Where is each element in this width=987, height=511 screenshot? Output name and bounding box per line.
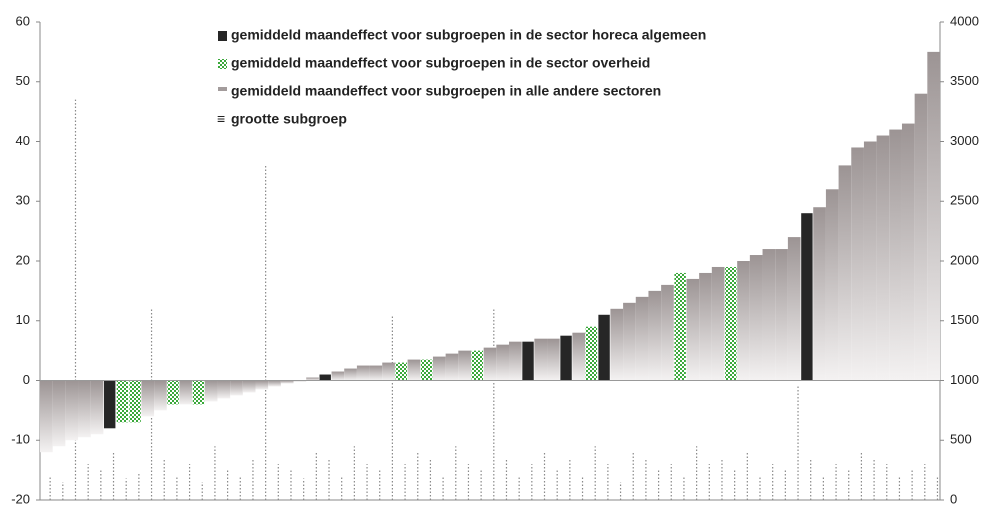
bar: [458, 350, 471, 381]
legend-label: gemiddeld maandeffect voor subgroepen in…: [231, 83, 661, 99]
y-tick-label: 20: [16, 252, 30, 267]
legend-marker: [218, 59, 227, 69]
y2-tick-label: 0: [950, 491, 957, 506]
legend-label: gemiddeld maandeffect voor subgroepen in…: [231, 27, 706, 43]
bar: [648, 290, 662, 381]
y-tick-label: -20: [11, 491, 30, 506]
bar: [522, 341, 534, 381]
bar: [813, 207, 826, 381]
legend-marker: ≡: [217, 111, 225, 127]
bar: [572, 332, 586, 381]
legend-marker: [218, 87, 227, 91]
bar: [598, 314, 610, 381]
y2-tick-label: 1000: [950, 372, 979, 387]
y-tick-label: 0: [23, 372, 30, 387]
y2-tick-label: 3500: [950, 73, 979, 88]
bar: [863, 141, 877, 381]
bar: [801, 213, 813, 381]
y2-tick-label: 1500: [950, 312, 979, 327]
bar: [838, 165, 852, 381]
y-tick-label: 10: [16, 312, 30, 327]
y2-tick-label: 3000: [950, 133, 979, 148]
bar: [711, 266, 725, 381]
bar: [369, 365, 383, 381]
bar: [661, 284, 674, 381]
bar: [344, 368, 357, 381]
bar: [775, 249, 788, 381]
bar: [356, 365, 370, 381]
y2-tick-label: 500: [950, 432, 972, 447]
bar: [762, 249, 776, 381]
bar: [78, 380, 91, 438]
bar: [737, 261, 750, 381]
bar: [635, 296, 649, 381]
bar: [623, 302, 636, 381]
bar: [268, 380, 281, 387]
bar: [65, 380, 79, 441]
bar: [230, 380, 243, 396]
bar: [445, 353, 459, 381]
bar: [382, 362, 395, 381]
bar: [674, 272, 686, 381]
bar: [192, 380, 205, 405]
bar: [699, 272, 712, 381]
bar: [901, 123, 915, 381]
bar: [141, 380, 155, 417]
bar: [509, 341, 522, 381]
bar: [104, 380, 116, 429]
bar: [471, 350, 484, 381]
bar: [927, 51, 940, 381]
bar: [787, 237, 801, 381]
bar: [432, 356, 446, 381]
bar: [407, 359, 421, 381]
bar: [204, 380, 218, 402]
bar: [547, 338, 560, 381]
bar: [154, 380, 167, 411]
legend-marker: [218, 31, 227, 41]
bar: [610, 308, 624, 381]
y-tick-label: 40: [16, 133, 30, 148]
bar: [585, 326, 598, 381]
bar: [319, 374, 331, 381]
bar: [851, 147, 864, 381]
bar: [560, 335, 572, 381]
bar: [167, 380, 179, 405]
y2-tick-label: 4000: [950, 13, 979, 28]
bar: [280, 380, 294, 384]
bar: [90, 380, 104, 435]
bar: [217, 380, 231, 399]
bar: [889, 129, 902, 381]
bar: [725, 266, 737, 381]
bar: [876, 135, 890, 381]
bar: [825, 189, 839, 381]
legend-label: gemiddeld maandeffect voor subgroepen in…: [231, 55, 650, 71]
bar: [179, 380, 193, 405]
bar: [496, 344, 510, 381]
bar: [420, 359, 433, 381]
legend-label: grootte subgroep: [231, 111, 347, 127]
bar: [331, 371, 345, 381]
y-tick-label: 50: [16, 73, 30, 88]
bar: [242, 380, 256, 393]
bar: [914, 93, 928, 381]
bar: [395, 362, 407, 381]
bar: [52, 380, 66, 447]
bar: [749, 255, 763, 381]
bar: [686, 278, 700, 381]
y-tick-label: 30: [16, 193, 30, 208]
bar: [483, 347, 497, 381]
bar: [534, 338, 548, 381]
bar: [129, 380, 141, 423]
bar: [116, 380, 129, 423]
bar: [40, 380, 53, 453]
y-tick-label: -10: [11, 432, 30, 447]
bar: [306, 377, 319, 381]
y-tick-label: 60: [16, 13, 30, 28]
y2-tick-label: 2500: [950, 193, 979, 208]
y2-tick-label: 2000: [950, 252, 979, 267]
bar: [255, 380, 269, 390]
